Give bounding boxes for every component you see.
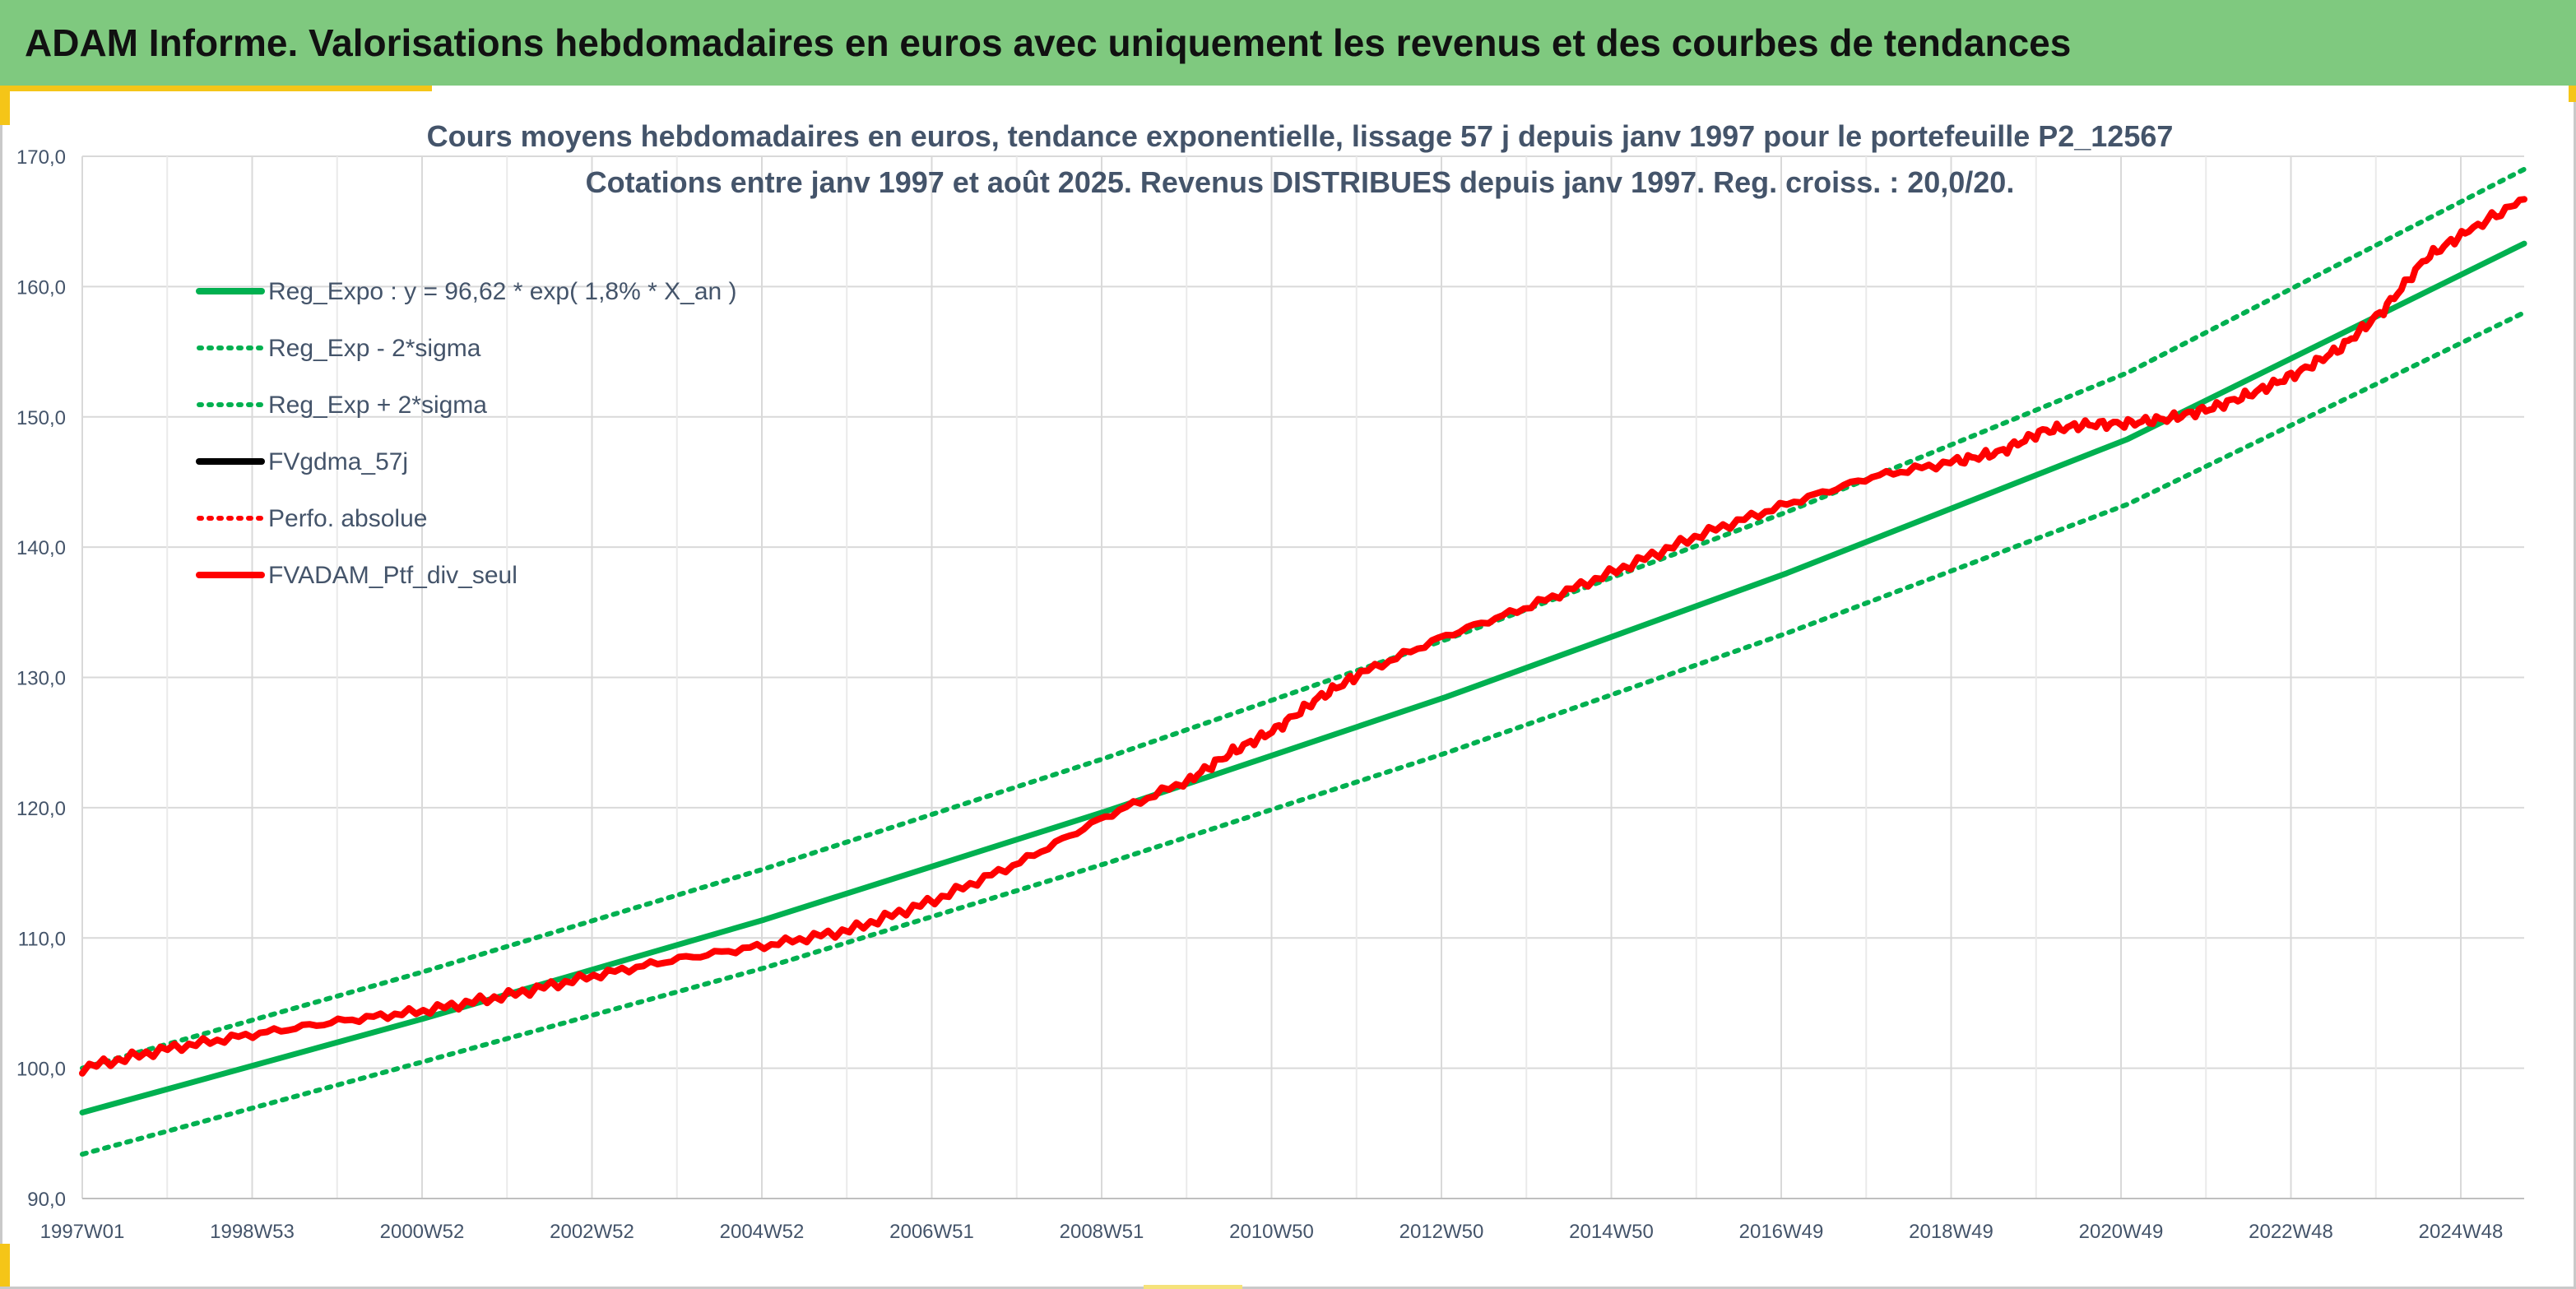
x-tick-label: 2008W51 bbox=[1060, 1221, 1144, 1243]
accent-bar-left-top bbox=[0, 86, 10, 125]
smoothed-57j-series bbox=[80, 197, 2527, 1076]
chart-subtitle: Cotations entre janv 1997 et août 2025. … bbox=[586, 165, 2015, 199]
x-tick-label: 2022W48 bbox=[2249, 1221, 2333, 1243]
x-tick-label: 2016W49 bbox=[1739, 1221, 1824, 1243]
accent-bar-top bbox=[0, 86, 432, 91]
y-tick-label: 130,0 bbox=[16, 668, 66, 690]
x-tick-label: 1998W53 bbox=[210, 1221, 295, 1243]
x-tick-label: 2018W49 bbox=[1909, 1221, 1993, 1243]
x-tick-label: 2002W52 bbox=[550, 1221, 634, 1243]
legend-label: Reg_Exp - 2*sigma bbox=[268, 335, 481, 362]
x-tick-label: 2004W52 bbox=[720, 1221, 805, 1243]
y-axis-ticks: 90,0 100,0 110,0 120,0 130,0 140,0 150,0 160,0 1… bbox=[16, 146, 66, 1211]
report-header: ADAM Informe. Valorisations hebdomadaire… bbox=[0, 0, 2576, 86]
grid bbox=[81, 155, 2524, 1199]
y-tick-label: 160,0 bbox=[16, 276, 66, 299]
chart-frame bbox=[0, 86, 2576, 1289]
legend: Reg_Expo : y = 96,62 * exp( 1,8% * X_an … bbox=[196, 278, 737, 589]
x-tick-label: 2014W50 bbox=[1569, 1221, 1654, 1243]
x-tick-label: 2020W49 bbox=[2079, 1221, 2164, 1243]
legend-label: FVADAM_Ptf_div_seul bbox=[268, 562, 518, 589]
legend-label: FVgdma_57j bbox=[268, 448, 408, 475]
y-tick-label: 110,0 bbox=[18, 928, 66, 950]
y-tick-label: 140,0 bbox=[16, 537, 66, 559]
x-tick-label: 1997W01 bbox=[40, 1221, 125, 1243]
accent-bar-right bbox=[2569, 86, 2576, 102]
trend-line-series bbox=[79, 240, 2527, 1115]
x-tick-label: 2006W51 bbox=[889, 1221, 974, 1243]
legend-label: Reg_Expo : y = 96,62 * exp( 1,8% * X_an … bbox=[268, 278, 737, 305]
legend-label: Reg_Exp + 2*sigma bbox=[268, 392, 487, 419]
y-tick-label: 150,0 bbox=[16, 407, 66, 429]
y-tick-label: 90,0 bbox=[27, 1189, 66, 1211]
report-title: ADAM Informe. Valorisations hebdomadaire… bbox=[25, 21, 2072, 64]
x-tick-label: 2010W50 bbox=[1229, 1221, 1314, 1243]
accent-bar-bottom bbox=[1144, 1285, 1242, 1289]
chart-title: Cours moyens hebdomadaires en euros, ten… bbox=[427, 119, 2174, 153]
portfolio-series bbox=[79, 196, 2527, 1077]
series bbox=[79, 166, 2527, 1157]
upper-band-series bbox=[80, 166, 2527, 1071]
lower-band-series bbox=[80, 310, 2527, 1157]
accent-bar-left-bottom bbox=[0, 1244, 10, 1287]
x-tick-label: 2000W52 bbox=[380, 1221, 465, 1243]
y-tick-label: 170,0 bbox=[16, 146, 66, 169]
x-tick-label: 2012W50 bbox=[1399, 1221, 1484, 1243]
x-axis-ticks: 1997W01 1998W53 2000W52 2002W52 2004W52 2006W… bbox=[40, 1221, 2504, 1243]
x-tick-label: 2024W48 bbox=[2419, 1221, 2504, 1243]
y-tick-label: 120,0 bbox=[16, 798, 66, 820]
legend-label: Perfo. absolue bbox=[268, 505, 427, 532]
y-tick-label: 100,0 bbox=[16, 1059, 66, 1081]
